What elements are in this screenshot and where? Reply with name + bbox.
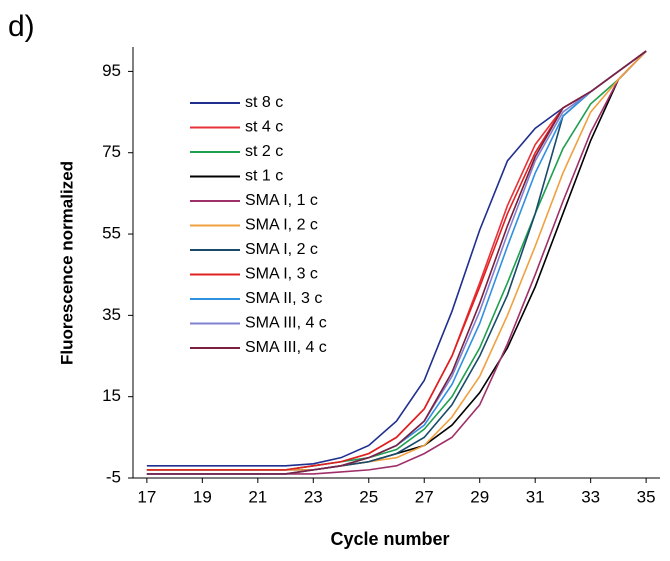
legend-label: SMA III, 4 c <box>245 315 327 332</box>
y-tick-label: 55 <box>102 224 121 243</box>
x-tick-label: 29 <box>470 487 489 506</box>
x-tick-label: 35 <box>637 487 656 506</box>
y-tick-label: -5 <box>106 467 121 486</box>
x-tick-label: 27 <box>415 487 434 506</box>
x-tick-label: 31 <box>526 487 545 506</box>
legend-label: st 1 c <box>245 168 283 185</box>
y-tick-label: 35 <box>102 305 121 324</box>
series-line <box>146 50 647 475</box>
series-line <box>146 50 647 475</box>
y-tick-label: 95 <box>102 61 121 80</box>
x-tick-label: 17 <box>137 487 156 506</box>
series-line <box>146 50 647 471</box>
x-tick-label: 21 <box>248 487 267 506</box>
series-line <box>146 50 647 471</box>
legend-label: SMA I, 2 c <box>245 241 318 258</box>
legend-label: SMA I, 1 c <box>245 192 318 209</box>
series-line <box>146 50 647 471</box>
x-axis-label: Cycle number <box>330 529 449 549</box>
x-tick-label: 25 <box>359 487 378 506</box>
series-line <box>146 50 647 475</box>
series-line <box>146 50 647 471</box>
panel-label: d) <box>8 10 35 43</box>
series-line <box>146 50 647 471</box>
series-line <box>146 50 647 467</box>
legend-label: SMA I, 3 c <box>245 266 318 283</box>
y-axis-label: Fluorescence normalized <box>57 161 76 365</box>
y-tick-label: 75 <box>102 142 121 161</box>
x-tick-label: 33 <box>581 487 600 506</box>
legend-label: st 8 c <box>245 94 283 111</box>
series-line <box>146 50 647 475</box>
legend-label: SMA III, 4 c <box>245 339 327 356</box>
legend-label: st 4 c <box>245 119 283 136</box>
legend-label: st 2 c <box>245 143 283 160</box>
x-tick-label: 23 <box>304 487 323 506</box>
y-tick-label: 15 <box>102 386 121 405</box>
legend-label: SMA II, 3 c <box>245 290 322 307</box>
series-line <box>146 50 647 475</box>
legend-label: SMA I, 2 c <box>245 217 318 234</box>
x-tick-label: 19 <box>193 487 212 506</box>
